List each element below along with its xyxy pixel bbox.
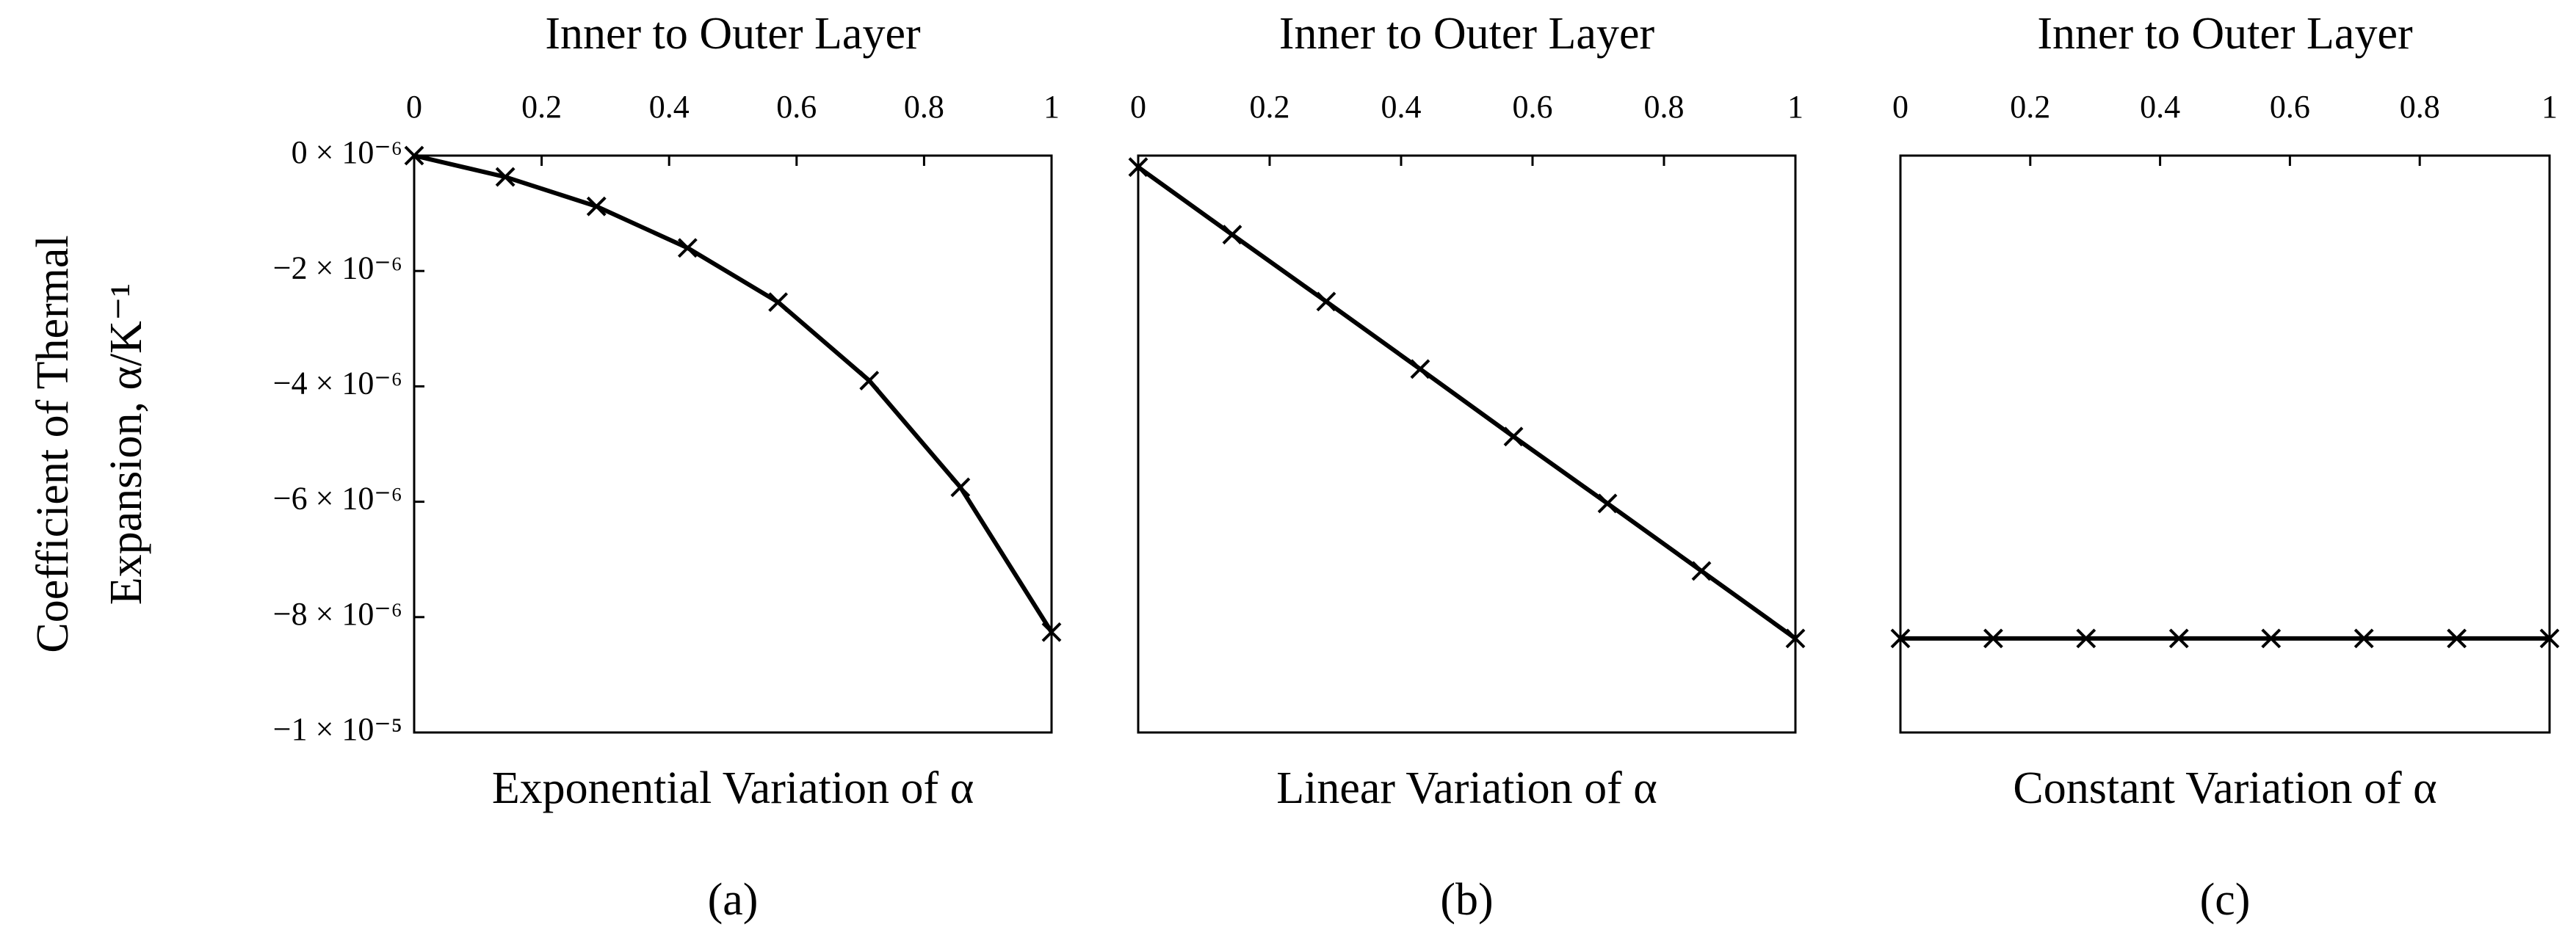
x-tick-label: 0.4 xyxy=(1381,89,1422,125)
marker xyxy=(1222,225,1242,245)
x-tick-label: 0.8 xyxy=(904,89,944,125)
marker xyxy=(404,145,424,166)
x-axis-title: Inner to Outer Layer xyxy=(1279,9,1655,59)
marker xyxy=(1316,291,1336,312)
marker xyxy=(2354,628,2374,649)
marker xyxy=(586,196,607,217)
panel: 0 0.2 0.4 0.6 0.8 1 0 × 10⁻⁶ −2 × 10⁻⁶ −4 × 10⁻⁶… xyxy=(28,9,1062,925)
marker xyxy=(2168,628,2189,649)
x-tick-label: 0.8 xyxy=(2400,89,2440,125)
plot-frame xyxy=(1899,154,2551,734)
x-tick-label: 1 xyxy=(1043,89,1060,125)
panel: 0 0.2 0.4 0.6 0.8 1 Inner to Outer Layer Linear… xyxy=(1128,9,1806,925)
marker xyxy=(1041,622,1062,642)
marker xyxy=(2261,628,2282,649)
x-tick-label: 0.8 xyxy=(1644,89,1685,125)
x-tick-label: 1 xyxy=(1787,89,1803,125)
caption: (a) xyxy=(708,875,759,925)
x-axis-title: Inner to Outer Layer xyxy=(545,9,921,59)
x-tick-label: 0.2 xyxy=(2010,89,2050,125)
x-tick-label: 0 xyxy=(406,89,422,125)
x-tick-label: 1 xyxy=(2541,89,2558,125)
marker xyxy=(1890,628,1911,649)
y-tick-label: −4 × 10⁻⁶ xyxy=(273,365,402,401)
x-tick-label: 0.6 xyxy=(1513,89,1553,125)
x-tick-label: 0.2 xyxy=(521,89,562,125)
marker xyxy=(2539,628,2560,649)
x-tick-label: 0.4 xyxy=(649,89,690,125)
series-line xyxy=(1137,165,1797,641)
marker xyxy=(950,477,971,498)
x-axis-title: Inner to Outer Layer xyxy=(2037,9,2413,59)
marker xyxy=(2076,628,2096,649)
x-tick-label: 0 xyxy=(1892,89,1909,125)
chart-title: Exponential Variation of α xyxy=(492,763,974,813)
marker xyxy=(1503,426,1524,447)
marker xyxy=(2447,628,2467,649)
caption: (b) xyxy=(1440,875,1493,925)
marker xyxy=(1410,359,1430,379)
caption: (c) xyxy=(2200,875,2251,925)
x-tick-label: 0.6 xyxy=(2270,89,2310,125)
marker xyxy=(495,167,515,187)
marker xyxy=(1128,157,1148,178)
x-tick-label: 0.2 xyxy=(1250,89,1290,125)
plot-frame xyxy=(1137,154,1797,734)
x-tick-label: 0.6 xyxy=(776,89,817,125)
marker xyxy=(1983,628,2003,649)
marker xyxy=(1691,561,1712,581)
y-axis-title: Expansion, α/K⁻¹ xyxy=(101,283,151,606)
marker xyxy=(768,292,789,313)
y-tick-label: −2 × 10⁻⁶ xyxy=(273,250,402,286)
marker xyxy=(677,238,698,258)
y-tick-label: −6 × 10⁻⁶ xyxy=(273,481,402,517)
marker xyxy=(1785,628,1806,649)
x-tick-label: 0 xyxy=(1130,89,1146,125)
x-tick-label: 0.4 xyxy=(2140,89,2180,125)
plot-frame xyxy=(413,154,1053,734)
y-tick-label: 0 × 10⁻⁶ xyxy=(292,134,402,170)
chart-title: Linear Variation of α xyxy=(1276,763,1657,813)
y-tick-label: −1 × 10⁻⁵ xyxy=(273,711,402,747)
marker xyxy=(859,371,880,390)
marker xyxy=(1597,493,1618,514)
panel: 0 0.2 0.4 0.6 0.8 1 Inner to Outer Layer Consta… xyxy=(1890,9,2560,925)
chart-title: Constant Variation of α xyxy=(2013,763,2436,813)
y-axis-title: Coefficient of Thermal xyxy=(28,235,78,652)
y-tick-label: −8 × 10⁻⁶ xyxy=(273,596,402,632)
series-line xyxy=(413,153,1054,633)
